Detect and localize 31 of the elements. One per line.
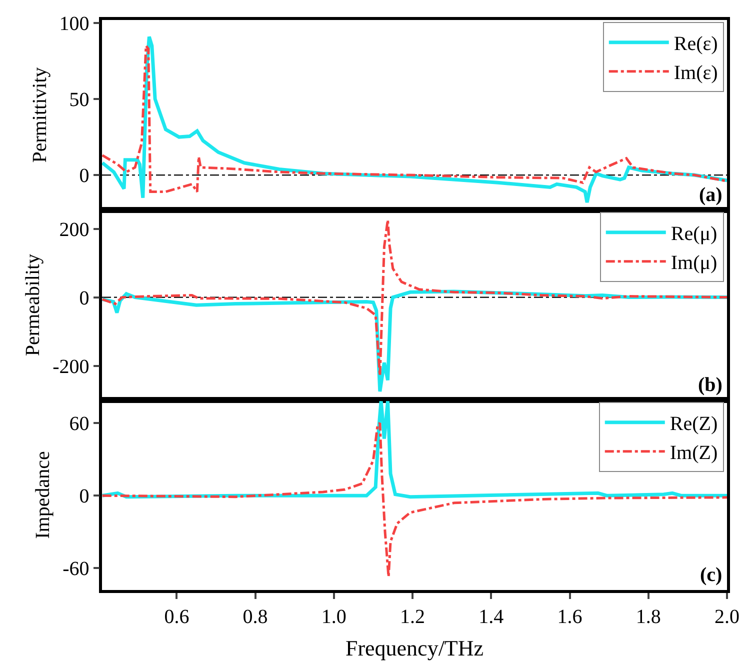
x-tick-label: 1.0	[321, 606, 346, 628]
x-tick-label: 1.6	[557, 606, 582, 628]
legend-label: Re(ε)	[674, 33, 718, 56]
y-tick-label: 0	[79, 165, 90, 188]
y-tick-label: 100	[59, 13, 90, 36]
legend-label: Im(μ)	[670, 252, 718, 274]
legend-label: Im(ε)	[674, 62, 718, 84]
x-tick-label: 1.2	[400, 606, 426, 628]
legend-label: Re(Z)	[670, 413, 718, 436]
legend-label: Im(Z)	[670, 442, 718, 464]
x-tick-label: 1.8	[636, 606, 661, 628]
x-tick-label: 0.8	[242, 606, 268, 628]
y-tick-label: -200	[52, 356, 90, 378]
y-tick-label: 0	[79, 486, 90, 508]
y-axis-title: Permittivity	[28, 67, 51, 163]
x-tick-label: 2.0	[714, 606, 740, 628]
y-tick-label: 60	[69, 412, 90, 435]
annotation: (c)	[700, 564, 722, 586]
y-axis-title: Permeability	[22, 254, 44, 356]
line-series	[102, 218, 727, 377]
y-tick-label: 50	[69, 89, 90, 112]
legend-label: Re(μ)	[670, 223, 718, 246]
annotation: (b)	[698, 374, 722, 396]
y-tick-label: 0	[79, 287, 90, 310]
y-tick-label: 200	[59, 218, 90, 241]
y-tick-label: -60	[62, 558, 90, 580]
annotation: (a)	[699, 184, 722, 206]
x-tick-label: 1.4	[478, 606, 504, 628]
y-axis-title: Impedance	[32, 451, 54, 539]
x-tick-label: 0.6	[164, 606, 190, 628]
x-axis-title: Frequency/THz	[345, 636, 484, 661]
